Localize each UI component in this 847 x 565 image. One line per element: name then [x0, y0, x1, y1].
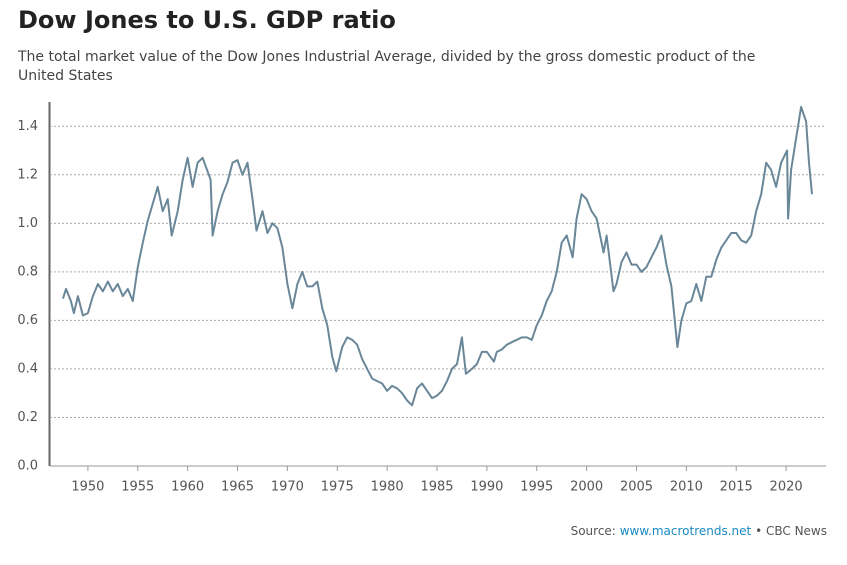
source-credit: • CBC News — [755, 524, 827, 538]
x-tick-label: 1960 — [171, 480, 204, 495]
chart-subtitle: United States — [18, 68, 113, 84]
source-label: Source: — [571, 524, 616, 538]
x-tick-label: 2000 — [570, 480, 603, 495]
y-tick-label: 1.2 — [17, 167, 38, 182]
y-tick-label: 1.0 — [17, 216, 38, 231]
chart-title: Dow Jones to U.S. GDP ratio — [18, 6, 396, 34]
y-tick-label: 1.4 — [17, 119, 38, 134]
x-tick-label: 1955 — [121, 480, 154, 495]
y-tick-label: 0.2 — [17, 410, 38, 425]
line — [62, 105, 813, 407]
x-tick-label: 1985 — [420, 480, 453, 495]
x-tick-label: 1950 — [71, 480, 104, 495]
y-tick-label: 0.0 — [17, 459, 38, 474]
x-tick-label: 2010 — [670, 480, 703, 495]
x-tick-label: 1970 — [271, 480, 304, 495]
source: Source: www.macrotrends.net • CBC News — [571, 524, 827, 538]
x-tick-label: 1990 — [470, 480, 503, 495]
chart-subtitle: The total market value of the Dow Jones … — [17, 49, 755, 65]
x-tick-label: 1975 — [321, 480, 354, 495]
x-tick-label: 1995 — [520, 480, 553, 495]
x-tick-label: 2005 — [620, 480, 653, 495]
x-tick-label: 1980 — [371, 480, 404, 495]
x-tick-label: 2020 — [770, 480, 803, 495]
y-tick-label: 0.6 — [17, 313, 38, 328]
source-link[interactable]: www.macrotrends.net — [620, 524, 752, 538]
y-tick-label: 0.4 — [17, 361, 38, 376]
y-tick-label: 0.8 — [17, 264, 38, 279]
x-tick-label: 1965 — [221, 480, 254, 495]
x-tick-label: 2015 — [720, 480, 753, 495]
